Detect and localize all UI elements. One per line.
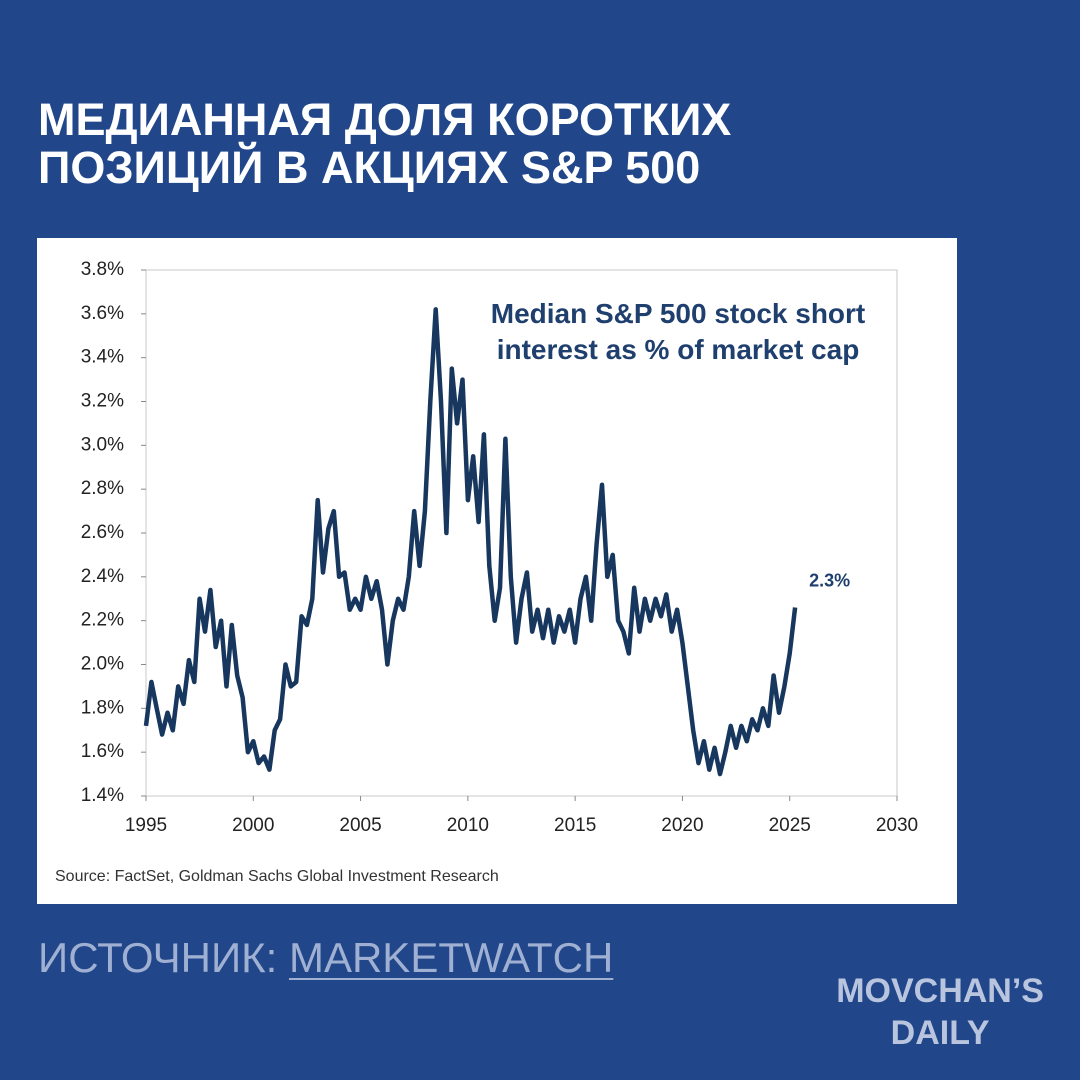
y-tick-label: 3.0% [81,434,124,455]
brand: MOVCHAN’S DAILY [836,970,1044,1054]
y-tick-label: 2.0% [81,654,124,675]
source-link[interactable]: MARKETWATCH [288,934,614,981]
y-tick-label: 2.8% [81,478,124,499]
brand-line: DAILY [890,1014,990,1052]
y-tick-label: 3.8% [81,259,124,280]
title-line: ПОЗИЦИЙ В АКЦИЯХ S&P 500 [38,142,701,193]
x-tick-label: 2010 [447,815,489,836]
chart-title-box: Median S&P 500 stock short interest as %… [490,298,866,365]
y-tick-label: 2.2% [81,610,124,631]
source: ИСТОЧНИК: MARKETWATCH [38,934,613,982]
y-tick-label: 3.6% [81,303,124,324]
data-line [143,307,798,777]
x-tick-label: 2030 [876,815,918,836]
x-tick-label: 2000 [232,815,274,836]
y-tick-label: 1.6% [81,741,124,762]
brand-line: MOVCHAN’S [836,972,1044,1010]
end-label: 2.3% [809,570,850,590]
x-tick-label: 2025 [769,815,811,836]
x-tick-label: 2015 [554,815,596,836]
x-tick-label: 1995 [125,815,167,836]
chart-title: Median S&P 500 stock short interest as %… [490,298,866,365]
y-tick-label: 2.4% [81,566,124,587]
y-tick-label: 3.2% [81,391,124,412]
chart-panel [37,238,957,904]
source-prefix: ИСТОЧНИК: [38,934,278,981]
y-tick-label: 1.4% [81,785,124,806]
page-title: МЕДИАННАЯ ДОЛЯ КОРОТКИХ ПОЗИЦИЙ В АКЦИЯХ… [38,96,731,192]
y-tick-label: 2.6% [81,522,124,543]
x-tick-label: 2005 [339,815,381,836]
x-tick-label: 2020 [661,815,703,836]
title-line: МЕДИАННАЯ ДОЛЯ КОРОТКИХ [38,94,732,145]
y-tick-label: 3.4% [81,347,124,368]
chart-source: Source: FactSet, Goldman Sachs Global In… [55,868,499,885]
y-tick-label: 1.8% [81,697,124,718]
